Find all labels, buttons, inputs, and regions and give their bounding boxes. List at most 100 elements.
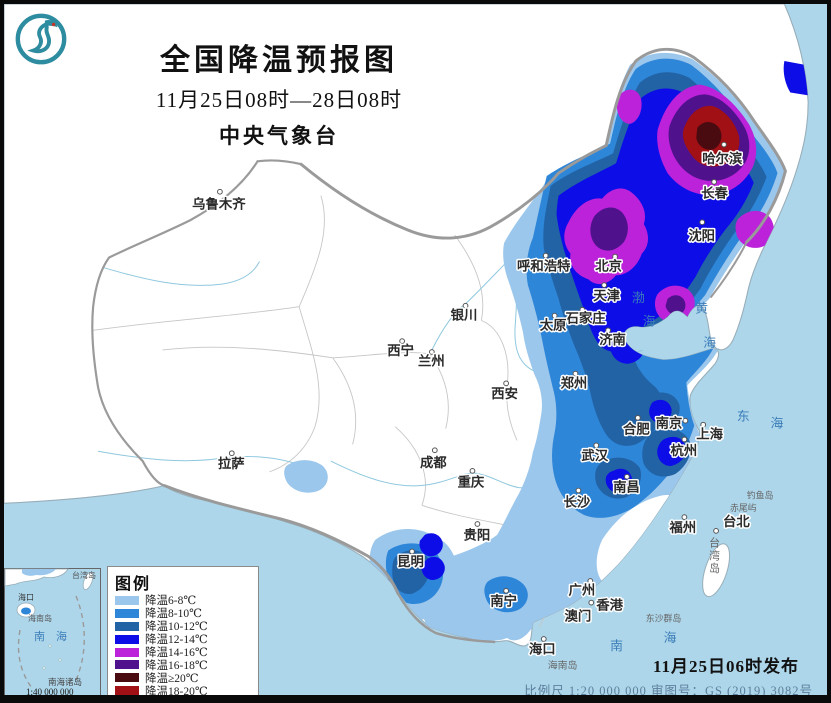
- island-label: 台湾岛: [709, 536, 720, 576]
- city-dot: [551, 312, 558, 319]
- zone-6-8-tibet: [284, 460, 328, 493]
- city-dot: [474, 521, 481, 527]
- legend-swatch: [115, 660, 139, 670]
- sea-name-char: 海: [643, 314, 656, 328]
- city-dot: [228, 450, 235, 457]
- sea-name-char: 海: [771, 417, 784, 431]
- city-dot: [588, 599, 595, 606]
- national-borders: [91, 47, 787, 644]
- city-label: 海口: [529, 641, 556, 657]
- city-dot: [624, 473, 630, 480]
- legend-label: 降温8-10℃: [145, 608, 202, 621]
- legend-rows: 降温6-8℃ 降温8-10℃ 降温10-12℃ 降温12-14℃ 降温14-16℃ 降温1…: [115, 594, 258, 695]
- legend-label: 降温18-20℃: [145, 685, 208, 695]
- sea-name-char: 黄: [695, 302, 708, 316]
- city-label: 上海: [696, 426, 723, 442]
- city-dot: [428, 349, 435, 355]
- zone-14-16-north-streak: [616, 89, 642, 124]
- inset-taiwan-label: 台湾岛: [72, 570, 96, 580]
- sea-name-char: 海: [664, 631, 677, 645]
- city-dot: [217, 188, 223, 195]
- legend-item: 降温12-14℃: [115, 633, 258, 646]
- sea-name-char: 海: [703, 336, 716, 350]
- city-dot: [587, 578, 594, 584]
- city-label: 贵阳: [464, 527, 491, 543]
- zone-8-10-nanning: [484, 576, 528, 613]
- city-label: 福州: [669, 519, 697, 535]
- inset-hainan-label: 海南岛: [28, 613, 52, 623]
- issue-time: 11月25日06时发布: [652, 657, 799, 676]
- zone-12-14-hangzhou: [657, 436, 686, 466]
- city-dot: [542, 252, 549, 259]
- legend-swatch: [115, 647, 139, 657]
- legend-item: 降温8-10℃: [115, 607, 258, 620]
- dragon-swirl-icon: [27, 21, 52, 54]
- zone-ge20-ne: [696, 121, 722, 150]
- legend-label: 降温≥20℃: [145, 672, 199, 685]
- city-dot: [593, 442, 600, 449]
- legend-label: 降温12-14℃: [145, 634, 208, 647]
- legend-swatch: [115, 634, 139, 644]
- city-dot: [409, 548, 415, 555]
- island-label: 海南岛: [548, 658, 578, 671]
- city-label: 香港: [595, 597, 623, 613]
- city-label: 拉萨: [218, 455, 245, 471]
- city-dot: [503, 587, 509, 594]
- legend-swatch: [115, 595, 139, 605]
- city-label: 石家庄: [565, 310, 606, 326]
- city-label: 天津: [593, 287, 620, 303]
- city-label: 南昌: [613, 479, 640, 495]
- city-label: 济南: [599, 331, 626, 347]
- zone-12-14-suzhong: [649, 399, 672, 423]
- city-label: 南宁: [490, 593, 517, 609]
- city-label: 武汉: [581, 447, 608, 463]
- city-label: 银川: [451, 307, 478, 323]
- city-dot: [575, 487, 582, 494]
- city-label: 昆明: [397, 554, 424, 569]
- legend-label: 降温10-12℃: [145, 621, 208, 634]
- city-dot: [540, 636, 547, 642]
- city-dot: [711, 179, 717, 185]
- cooling-zones: [284, 52, 809, 646]
- city-label: 太原: [540, 316, 567, 332]
- legend-label: 降温16-18℃: [145, 659, 208, 672]
- sea-name-char: 南: [610, 638, 623, 653]
- city-dot: [469, 468, 476, 474]
- city-label: 乌鲁木齐: [192, 195, 246, 211]
- sea-name-char: 渤: [632, 290, 645, 305]
- city-label: 呼和浩特: [517, 257, 570, 273]
- legend-item: 降温6-8℃: [115, 594, 258, 607]
- legend-item: 降温16-18℃: [115, 658, 258, 672]
- zone-16-18-neimeng: [590, 207, 628, 251]
- legend-label: 降温6-8℃: [145, 595, 197, 608]
- zone-10-12-yunnan: [392, 550, 431, 595]
- legend-label: 降温14-16℃: [145, 647, 208, 660]
- legend-swatch: [115, 686, 139, 695]
- inset-scale: 1:40 000 000: [26, 687, 74, 695]
- legend-box: 图例 降温6-8℃ 降温8-10℃ 降温10-12℃ 降温12-14℃ 降温14-16℃…: [107, 566, 259, 695]
- city-label: 长春: [701, 185, 728, 201]
- city-dot: [579, 306, 586, 313]
- legend-item: 降温18-20℃: [115, 684, 258, 695]
- city-dot: [612, 253, 618, 260]
- city-dot: [605, 327, 611, 334]
- nine-dash-line: [17, 595, 85, 689]
- city-label: 合肥: [623, 421, 650, 437]
- city-label: 成都: [420, 454, 447, 470]
- legend-swatch: [115, 621, 139, 631]
- city-dot: [713, 528, 719, 534]
- city-dot: [585, 609, 592, 616]
- taiwan-island: [702, 543, 731, 598]
- inset-taiwan: [82, 572, 94, 590]
- inset-haikou-label: 海口: [18, 592, 34, 602]
- island-label: 钓鱼岛: [747, 489, 774, 500]
- inset-sea-label-b: 海: [56, 629, 67, 643]
- island-label: 赤尾屿: [730, 503, 757, 513]
- legend-swatch: [115, 608, 139, 618]
- zone-16-18-shenyang: [665, 295, 686, 316]
- legend-item: 降温10-12℃: [115, 620, 258, 633]
